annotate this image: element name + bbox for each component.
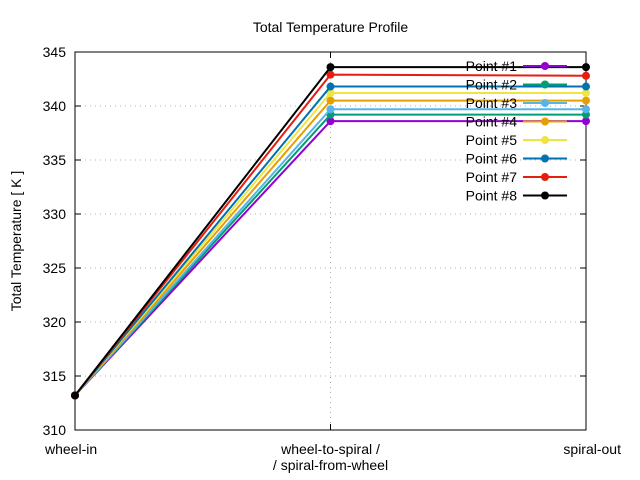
legend-label: Point #6 [466, 151, 518, 167]
legend-label: Point #8 [466, 188, 518, 204]
axis-ticks: 310 315 320 325 330 335 340 345 wheel-in wheel-to… [43, 44, 621, 473]
data-point [71, 391, 79, 400]
y-tick-label: 330 [43, 206, 67, 222]
data-point [326, 105, 335, 114]
legend-swatch-marker [541, 154, 549, 163]
legend-swatch-marker [541, 117, 549, 126]
legend-swatch-marker [541, 99, 549, 107]
legend-label: Point #2 [466, 77, 518, 93]
x-tick-label: / spiral-from-wheel [273, 457, 388, 473]
legend-swatch-marker [541, 62, 549, 70]
data-point [582, 117, 590, 126]
data-point [326, 70, 335, 79]
data-point [326, 89, 335, 98]
data-point [326, 82, 335, 91]
x-tick-label: wheel-in [44, 441, 97, 457]
legend-label: Point #3 [466, 95, 518, 111]
legend-label: Point #1 [466, 58, 518, 74]
y-tick-label: 335 [43, 152, 67, 168]
data-point [582, 96, 590, 105]
data-point [582, 82, 590, 91]
y-tick-label: 345 [43, 44, 67, 60]
series-group [71, 63, 590, 400]
x-tick-label: wheel-to-spiral / [280, 441, 380, 457]
legend-swatch-marker [541, 173, 549, 181]
legend-swatch-marker [541, 191, 549, 200]
legend-swatch-marker [541, 136, 549, 144]
data-point [582, 63, 590, 72]
legend-label: Point #4 [466, 114, 518, 130]
data-point [326, 96, 335, 105]
data-point [582, 89, 590, 98]
x-tick-label: spiral-out [563, 441, 621, 457]
data-point [582, 105, 590, 114]
y-axis-label: Total Temperature [ K ] [8, 171, 24, 312]
legend: Point #1 Point #2 Point #3 Point #4 Point #5… [466, 58, 567, 204]
legend-swatch-marker [541, 80, 549, 89]
y-tick-label: 340 [43, 98, 67, 114]
data-point [326, 117, 335, 126]
data-point [582, 71, 590, 80]
legend-label: Point #7 [466, 169, 518, 185]
y-tick-label: 325 [43, 260, 67, 276]
y-tick-label: 310 [43, 422, 67, 438]
y-tick-label: 315 [43, 368, 67, 384]
data-point [326, 63, 335, 72]
chart-title: Total Temperature Profile [253, 19, 409, 35]
y-tick-label: 320 [43, 314, 67, 330]
legend-label: Point #5 [466, 132, 518, 148]
